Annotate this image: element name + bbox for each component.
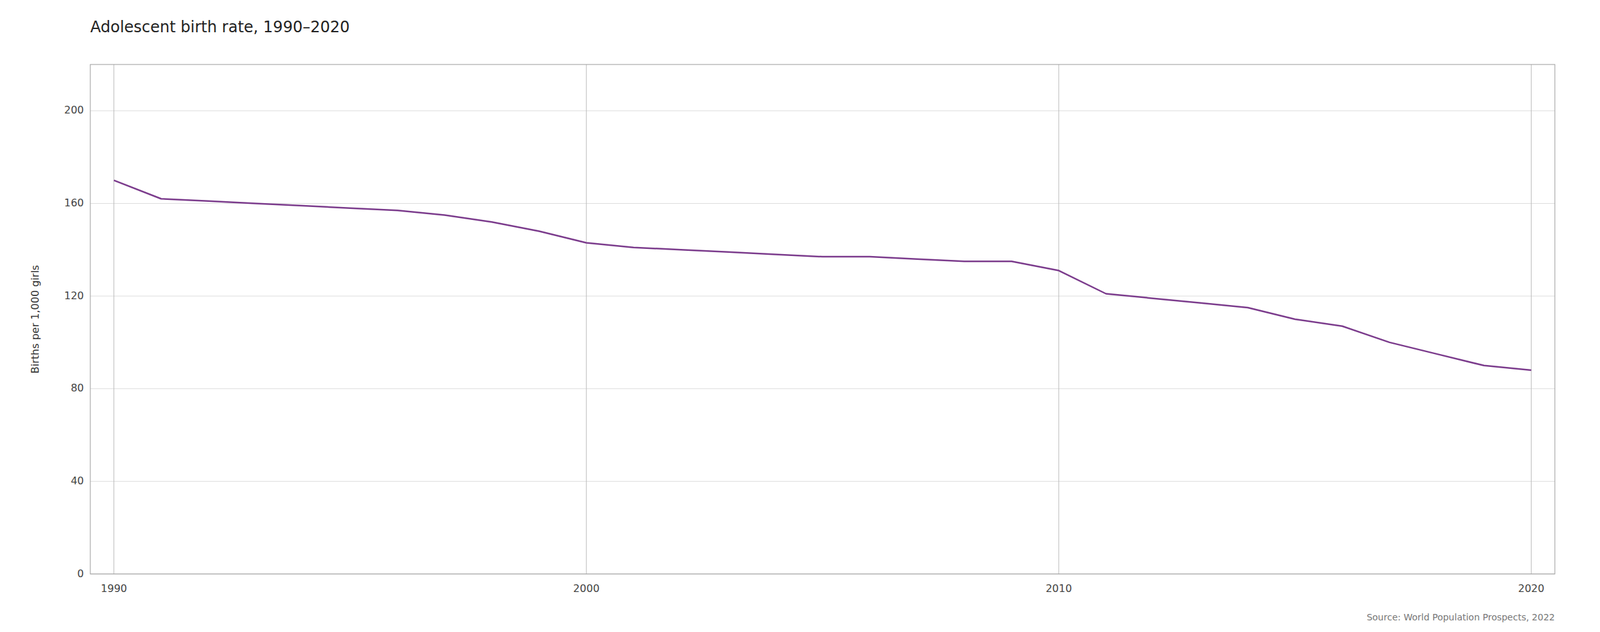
x-tick-label: 2020 [1518,582,1545,595]
background [0,0,1600,632]
plot-frame [90,64,1555,574]
x-grid-line [586,64,587,574]
x-grid-line [1530,64,1532,574]
y-tick-label: 80 [70,381,84,395]
data-area [114,180,1532,371]
source-note: Source: World Population Prospects, 2022 [1366,612,1555,623]
y-tick-label: 200 [63,103,84,117]
y-grid-line [90,481,1555,482]
y-tick-label: 0 [77,567,84,580]
x-tick-label: 2010 [1045,582,1072,595]
y-grid-line [90,388,1555,389]
y-axis-label: Births per 1,000 girls [29,265,42,374]
y-tick-label: 120 [63,289,84,302]
chart-container: 0 40 80 120 160 200 1990 2000 2010 2020 Adolescent… [0,0,1600,632]
x-grid-line [1058,64,1059,574]
y-grid-line [90,203,1555,204]
y-grid-line [90,110,1555,111]
title: Adolescent birth rate, 1990–2020 [90,18,350,37]
y-tick-label: 160 [63,196,84,209]
y-tick-label: 40 [70,474,84,487]
x-grid-line [113,64,115,574]
data-line [114,180,1532,371]
grid [90,64,1555,574]
y-grid-line [90,296,1555,297]
chart-svg: 0 40 80 120 160 200 1990 2000 2010 2020 Adolescent… [0,0,1600,632]
x-tick-label: 2000 [573,582,600,595]
x-tick-label: 1990 [100,582,128,595]
tick-labels: 0 40 80 120 160 200 1990 2000 2010 2020 [63,103,1544,595]
